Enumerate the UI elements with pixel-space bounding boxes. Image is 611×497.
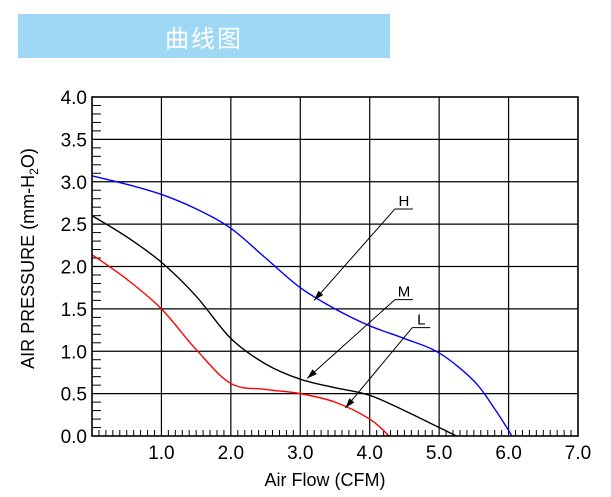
curve-label-l: L: [417, 312, 425, 329]
y-tick-label: 3.5: [61, 130, 87, 151]
chart-title-banner: 曲线图: [18, 14, 390, 58]
x-tick-label: 6.0: [495, 443, 521, 464]
x-tick-label: 5.0: [426, 443, 452, 464]
annotation-arrowhead: [345, 398, 355, 409]
chart-title: 曲线图: [165, 24, 243, 53]
series-line-l: [91, 254, 390, 437]
y-tick-label: 0.5: [61, 385, 87, 406]
curve-label-h: H: [399, 193, 410, 210]
annotation-arrowhead: [307, 369, 317, 379]
y-tick-label: 2.5: [61, 215, 87, 236]
annotation-leader-h: [313, 208, 396, 301]
y-tick-label: 0.0: [61, 427, 87, 448]
y-tick-label: 4.0: [61, 88, 87, 109]
x-tick-label: 3.0: [287, 443, 313, 464]
x-tick-label: 7.0: [565, 443, 591, 464]
x-tick-label: 4.0: [357, 443, 383, 464]
y-tick-label: 1.5: [61, 300, 87, 321]
y-tick-label: 2.0: [61, 258, 87, 279]
y-axis-title: AIR PRESSURE (mm-H2O): [18, 148, 41, 369]
x-tick-label: 1.0: [148, 443, 174, 464]
curve-label-m: M: [398, 284, 411, 301]
annotation-leader-l: [345, 327, 413, 409]
y-tick-label: 3.0: [61, 173, 87, 194]
annotation-leader-m: [306, 299, 396, 379]
y-tick-label: 1.0: [61, 342, 87, 363]
annotation-arrowhead: [314, 290, 324, 301]
plot-frame: [91, 96, 579, 437]
x-axis-title: Air Flow (CFM): [265, 470, 386, 490]
series-line-h: [91, 175, 513, 437]
series-line-m: [91, 215, 457, 437]
x-tick-label: 2.0: [218, 443, 244, 464]
